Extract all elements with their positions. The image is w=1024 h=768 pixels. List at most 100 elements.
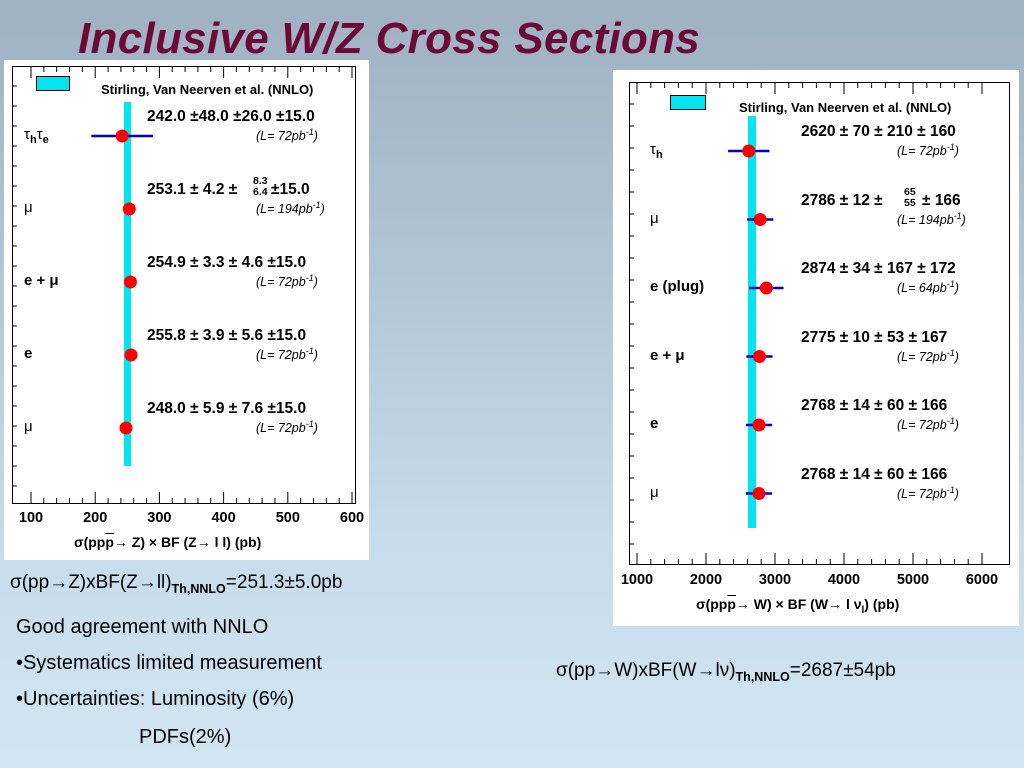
z-axis-title: σ(ppp→ Z) × BF (Z→ l l) (pb) <box>74 534 261 550</box>
z-axis-tick-label: 400 <box>211 510 236 526</box>
z-legend-swatch <box>36 76 70 91</box>
z-theory-main: (pp→Z)xBF(Z→ll) <box>21 572 172 593</box>
z-axis-title-pp: (pp <box>83 534 106 550</box>
w-luminosity-exp: -1 <box>946 416 955 426</box>
w-channel-label: e (plug) <box>650 278 705 295</box>
w-theory-sub: Th,NNLO <box>735 669 790 684</box>
z-channel-label: e <box>24 345 33 362</box>
z-luminosity-exp: -1 <box>305 273 314 283</box>
w-measurement: 2775 ± 10 ± 53 ± 167 <box>801 328 948 346</box>
w-luminosity-close: ) <box>961 212 966 227</box>
z-luminosity-exp: -1 <box>305 127 314 137</box>
w-axis-title: σ(ppp→ W) × BF (W→ l νl) (pb) <box>696 596 899 616</box>
z-luminosity-value: (L= 194pb <box>256 202 313 217</box>
z-channel-label: μ <box>24 418 33 435</box>
z-luminosity-value: (L= 72pb <box>256 129 306 144</box>
z-luminosity: (L= 72pb-1) <box>256 127 318 143</box>
z-measurement: 255.8 ± 3.9 ± 5.6 ±15.0 <box>147 327 307 344</box>
w-luminosity-exp: -1 <box>946 142 955 152</box>
w-luminosity-exp: -1 <box>946 347 955 358</box>
w-luminosity-value: (L= 64pb <box>897 281 947 296</box>
w-luminosity-exp: -1 <box>946 279 955 289</box>
z-axis-tick-label: 200 <box>83 510 108 526</box>
w-channel-label: e + μ <box>650 346 685 364</box>
z-axis-title-rest: → Z) × BF (Z→ l l) (pb) <box>113 534 262 550</box>
z-plot-frame <box>12 66 356 504</box>
z-axis-tick-label: 600 <box>339 510 365 526</box>
z-luminosity: (L= 194pb-1) <box>256 200 325 216</box>
z-axis-title-sigma: σ <box>74 534 84 550</box>
w-luminosity: (L= 72pb-1) <box>897 348 959 364</box>
w-measurement: 2768 ± 14 ± 60 ± 166 <box>801 465 948 483</box>
w-axis-title-pp: (pp <box>705 596 728 612</box>
bullet-pdfs: PDFs(2%) <box>139 726 232 748</box>
z-theory-sigma: σ <box>10 572 22 593</box>
z-theory-prediction: σ(pp→Z)xBF(Z→ll)Th,NNLO=251.3±5.0pb <box>10 572 342 596</box>
z-axis-tick-label: 500 <box>275 510 300 526</box>
w-luminosity-value: (L= 72pb <box>897 486 947 501</box>
w-axis-tick-label: 1000 <box>620 572 654 588</box>
z-cross-section-plot: Stirling, Van Neerven et al. (NNLO) τhτe… <box>4 60 369 560</box>
w-luminosity-value: (L= 72pb <box>897 144 947 159</box>
w-channel-label: e <box>650 415 659 432</box>
z-asym-error-down: 6.4 <box>253 186 268 198</box>
w-channel-label: μ <box>650 483 659 501</box>
bullet-agreement: Good agreement with NNLO <box>16 616 269 638</box>
w-theory-band <box>748 116 756 528</box>
z-luminosity-close: ) <box>313 348 318 363</box>
z-luminosity-value: (L= 72pb <box>256 421 306 436</box>
z-measurement-part2: ±15.0 <box>271 181 310 198</box>
w-theory-sigma: σ <box>556 660 568 681</box>
w-axis-tick-label: 6000 <box>965 572 999 588</box>
z-luminosity-value: (L= 72pb <box>256 348 306 363</box>
z-channel-label: τhτe <box>24 126 49 146</box>
z-channel-label: μ <box>24 199 33 216</box>
z-luminosity-exp: -1 <box>305 346 314 356</box>
w-axis-title-sigma: σ <box>696 596 706 612</box>
z-luminosity-close: ) <box>313 129 318 144</box>
w-theory-prediction: σ(pp→W)xBF(W→lν)Th,NNLO=2687±54pb <box>556 660 896 684</box>
bullet-uncertainties: •Uncertainties: Luminosity (6%) <box>16 688 295 710</box>
z-asym-error: 8.3 6.4 <box>253 176 268 198</box>
w-luminosity-value: (L= 72pb <box>897 349 947 364</box>
z-theory-value: =251.3±5.0pb <box>225 572 343 593</box>
w-measurement: 2874 ± 34 ± 167 ± 172 <box>801 260 956 277</box>
w-luminosity: (L= 64pb-1) <box>897 279 959 295</box>
w-axis-tick-label: 3000 <box>758 572 792 588</box>
w-luminosity-exp: -1 <box>946 484 955 495</box>
w-channel-label: τh <box>650 141 663 161</box>
slide-title: Inclusive W/Z Cross Sections <box>78 14 701 63</box>
w-luminosity-value: (L= 194pb <box>897 212 954 227</box>
w-axis-tick-label: 5000 <box>896 572 930 588</box>
w-theory-main: (pp→W)xBF(W→lν) <box>567 660 736 681</box>
z-measurement: 248.0 ± 5.9 ± 7.6 ±15.0 <box>147 400 307 417</box>
w-luminosity-close: ) <box>954 486 959 501</box>
z-luminosity-value: (L= 72pb <box>256 275 306 290</box>
z-luminosity: (L= 72pb-1) <box>256 273 318 289</box>
z-axis-tick-label: 300 <box>147 510 172 526</box>
z-luminosity-exp: -1 <box>312 200 321 210</box>
w-measurement-part2: ± 166 <box>922 191 961 209</box>
w-axis-title-sub: l <box>861 604 865 616</box>
w-legend-swatch <box>670 95 706 110</box>
z-luminosity: (L= 72pb-1) <box>256 419 318 435</box>
z-measurement: 254.9 ± 3.3 ± 4.6 ±15.0 <box>147 254 307 271</box>
w-measurement: 2768 ± 14 ± 60 ± 166 <box>801 397 948 414</box>
w-luminosity-close: ) <box>954 281 959 296</box>
w-luminosity: (L= 194pb-1) <box>897 211 966 227</box>
w-luminosity-value: (L= 72pb <box>897 418 947 433</box>
z-theory-band <box>124 102 131 466</box>
w-measurement: 2620 ± 70 ± 210 ± 160 <box>801 123 956 140</box>
w-axis-tick-label: 2000 <box>689 572 723 588</box>
w-axis-tick-label: 4000 <box>827 572 861 588</box>
z-luminosity-close: ) <box>313 421 318 436</box>
w-theory-value: =2687±54pb <box>789 660 896 681</box>
w-axis-title-mid: → W) × BF (W→ l ν <box>735 596 862 612</box>
w-luminosity-close: ) <box>954 349 959 364</box>
z-legend-label: Stirling, Van Neerven et al. (NNLO) <box>101 82 314 97</box>
z-luminosity: (L= 72pb-1) <box>256 346 318 362</box>
bullet-systematics: •Systematics limited measurement <box>16 652 322 674</box>
z-luminosity-close: ) <box>313 275 318 290</box>
w-luminosity: (L= 72pb-1) <box>897 485 959 501</box>
w-luminosity: (L= 72pb-1) <box>897 416 959 432</box>
